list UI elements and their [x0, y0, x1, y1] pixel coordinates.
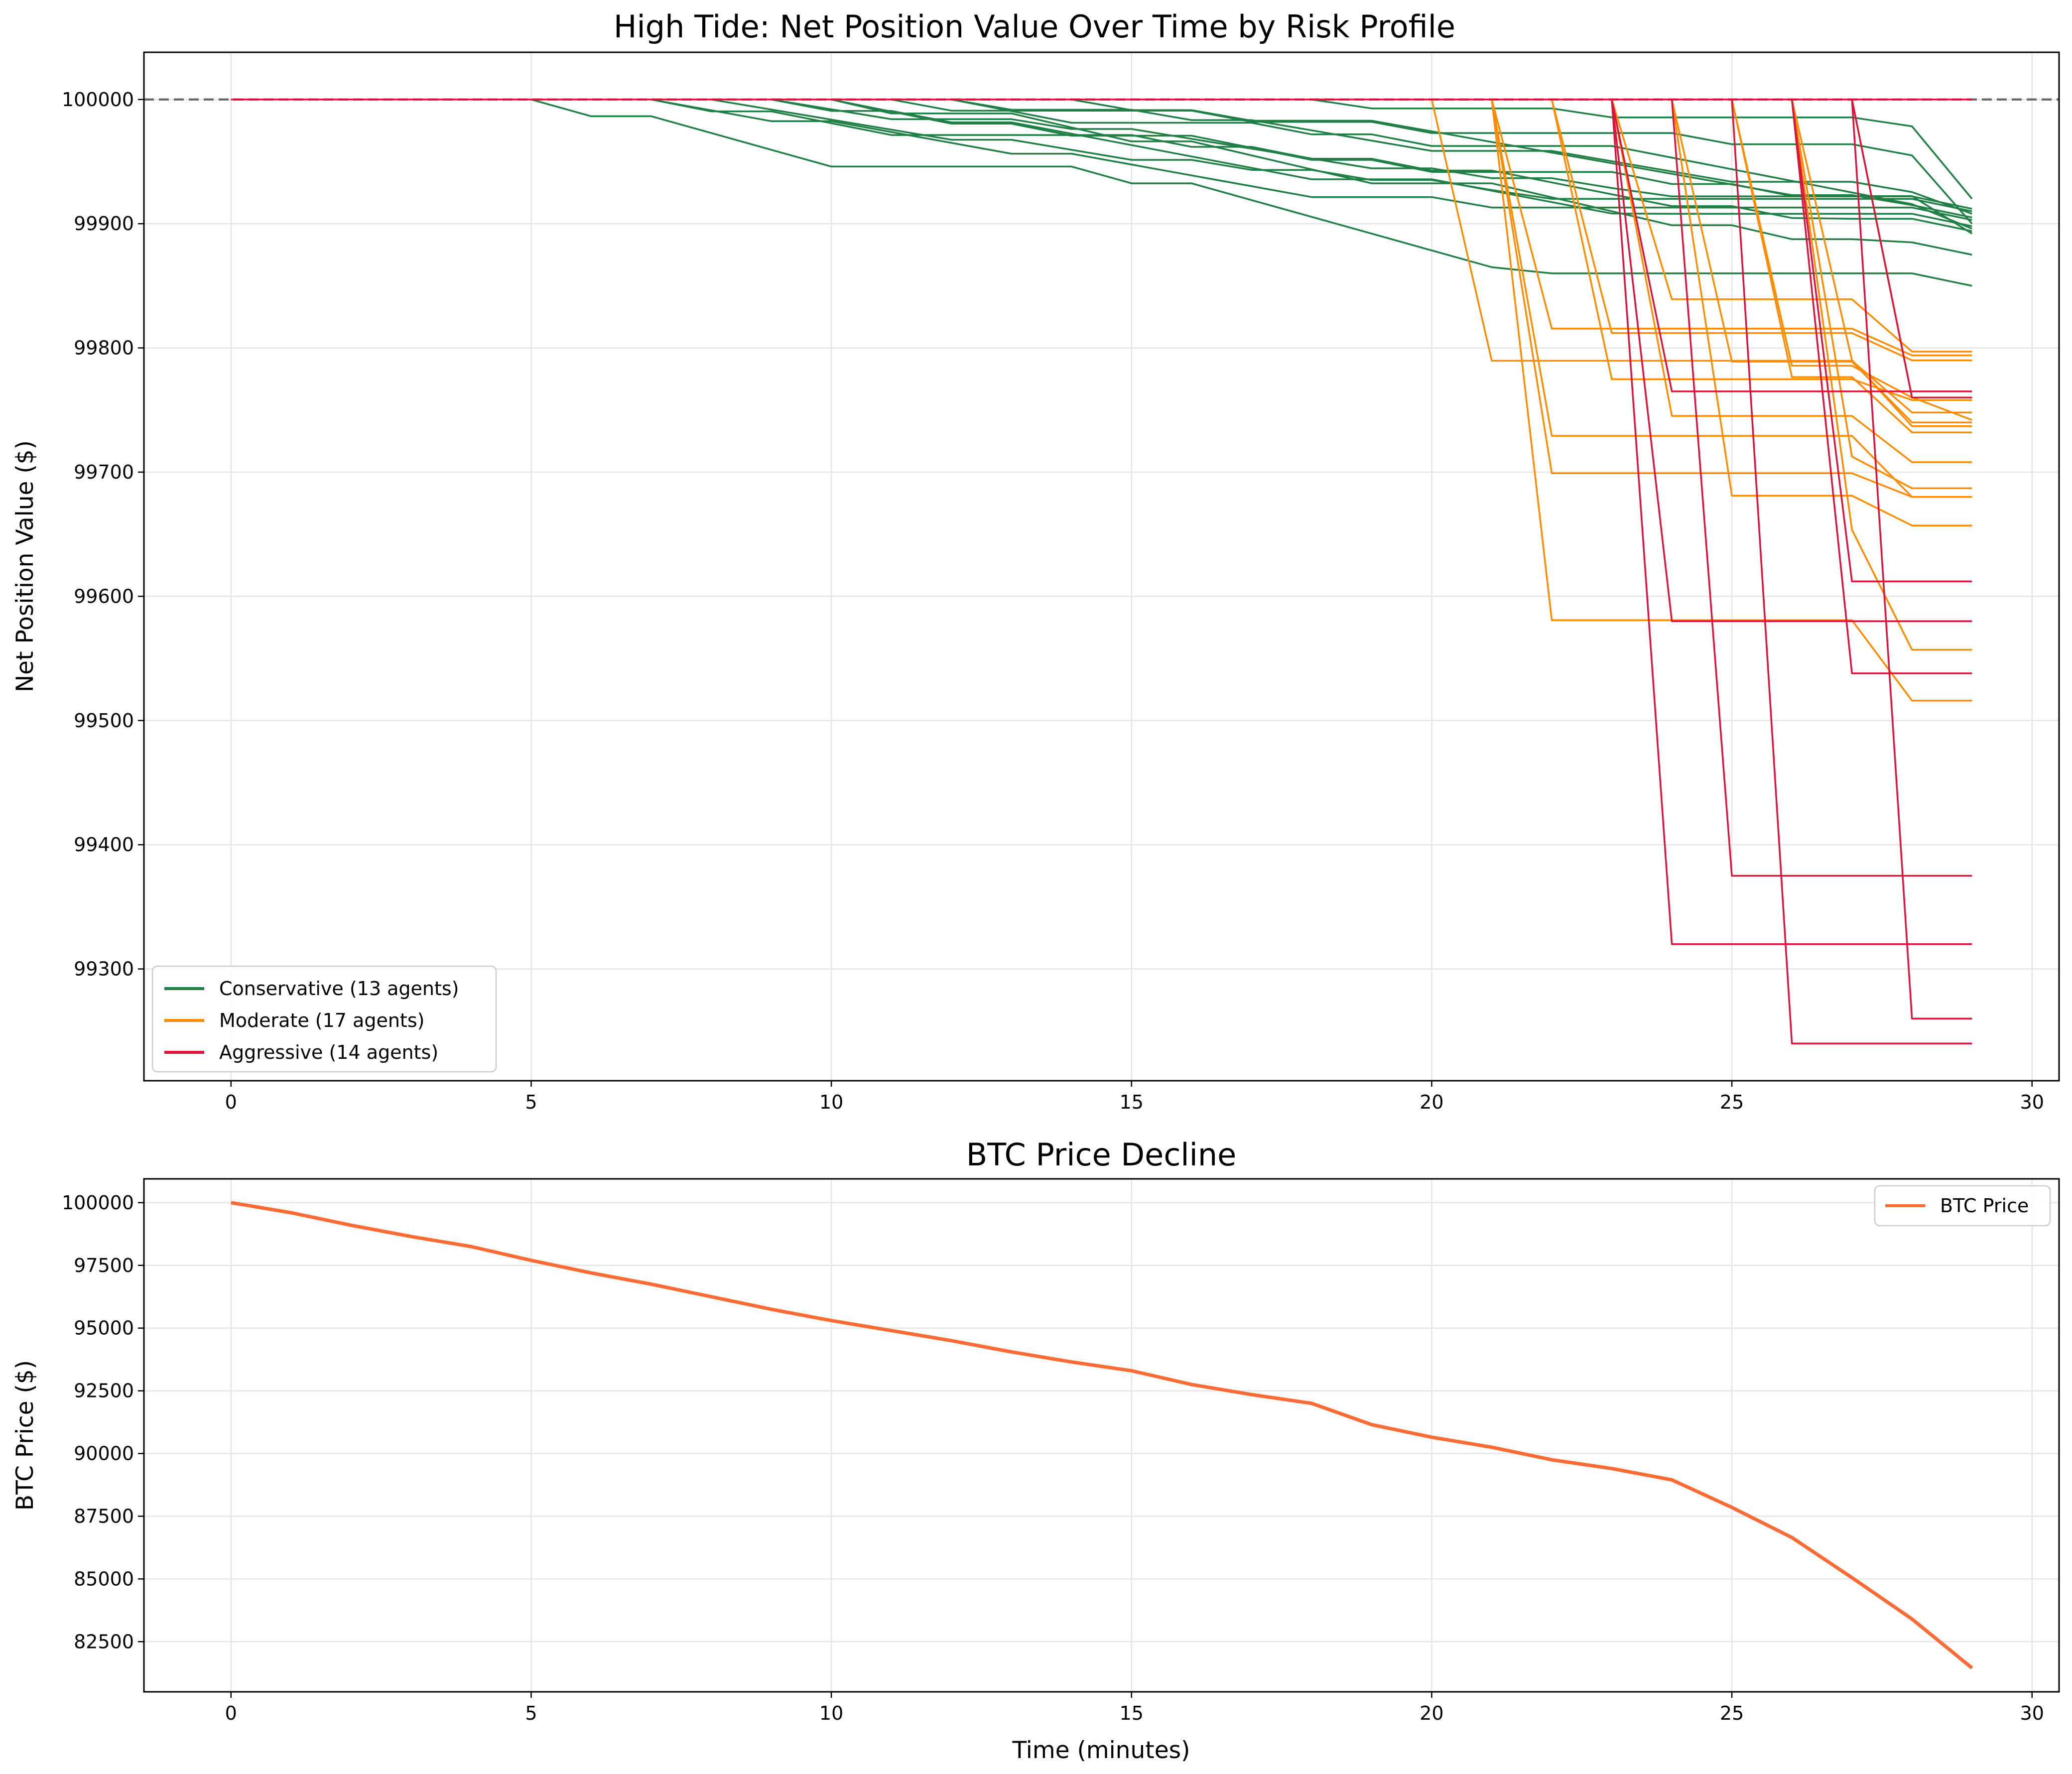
top-y-ticks: 99300 99400 99500 99600 99700 99800 99900 10000… — [62, 89, 144, 980]
legend-label: Aggressive (14 agents) — [219, 1041, 438, 1063]
y-tick-label: 99900 — [74, 213, 134, 235]
y-tick-label: 92500 — [74, 1380, 134, 1402]
x-tick-label: 5 — [525, 1091, 537, 1113]
x-tick-label: 30 — [2020, 1091, 2044, 1113]
y-tick-label: 82500 — [74, 1631, 134, 1652]
top-chart-ylabel: Net Position Value ($) — [11, 440, 39, 692]
x-tick-label: 15 — [1120, 1091, 1144, 1113]
x-tick-label: 20 — [1420, 1091, 1443, 1113]
bottom-plot-frame — [143, 1178, 2060, 1693]
bottom-chart-title: BTC Price Decline — [966, 1137, 1237, 1173]
x-tick-label: 25 — [1720, 1702, 1744, 1724]
btc-price-line — [231, 1201, 1973, 1669]
x-tick-label: 0 — [225, 1702, 237, 1724]
y-tick-label: 99800 — [74, 337, 134, 359]
x-tick-label: 5 — [525, 1702, 537, 1724]
legend-box — [1874, 1185, 2051, 1227]
bottom-y-ticks: 82500 85000 87500 90000 92500 95000 97500 10000… — [62, 1192, 144, 1652]
y-tick-label: 100000 — [62, 89, 134, 111]
x-tick-label: 25 — [1720, 1091, 1744, 1113]
top-agent-lines — [231, 99, 1973, 1044]
x-tick-label: 10 — [819, 1091, 843, 1113]
legend-label: BTC Price — [1940, 1195, 2029, 1217]
x-tick-label: 0 — [225, 1091, 237, 1113]
y-tick-label: 99700 — [74, 461, 134, 483]
legend-box — [151, 965, 497, 1073]
top-chart: High Tide: Net Position Value Over Time … — [11, 8, 2060, 1113]
top-plot-frame — [143, 51, 2060, 1082]
y-tick-label: 99600 — [74, 585, 134, 607]
y-tick-label: 85000 — [74, 1568, 134, 1590]
y-tick-label: 90000 — [74, 1443, 134, 1465]
bottom-x-ticks: 0 5 10 15 20 25 30 — [225, 1692, 2044, 1724]
x-tick-label: 10 — [819, 1702, 843, 1724]
legend-label: Moderate (17 agents) — [219, 1010, 424, 1031]
bottom-chart: BTC Price Decline 0 5 10 15 20 25 30 82500 8500… — [11, 1137, 2060, 1764]
top-chart-title: High Tide: Net Position Value Over Time … — [614, 8, 1455, 45]
y-tick-label: 97500 — [74, 1255, 134, 1276]
bottom-chart-xlabel: Time (minutes) — [1012, 1737, 1190, 1764]
y-tick-label: 99300 — [74, 958, 134, 980]
x-tick-label: 15 — [1120, 1702, 1144, 1724]
top-legend: Conservative (13 agents) Moderate (17 age… — [151, 965, 497, 1073]
y-tick-label: 99400 — [74, 834, 134, 856]
y-tick-label: 87500 — [74, 1505, 134, 1527]
y-tick-label: 100000 — [62, 1192, 134, 1214]
y-tick-label: 99500 — [74, 710, 134, 732]
top-x-ticks: 0 5 10 15 20 25 30 — [225, 1081, 2044, 1113]
x-tick-label: 20 — [1420, 1702, 1443, 1724]
bottom-series-lines — [231, 1201, 1973, 1669]
agent-line — [231, 99, 1972, 1044]
x-tick-label: 30 — [2020, 1702, 2044, 1724]
bottom-chart-ylabel: BTC Price ($) — [11, 1360, 39, 1511]
y-tick-label: 95000 — [74, 1317, 134, 1339]
legend-label: Conservative (13 agents) — [219, 978, 459, 1000]
bottom-grid — [144, 1179, 2059, 1692]
bottom-legend: BTC Price — [1874, 1185, 2051, 1227]
